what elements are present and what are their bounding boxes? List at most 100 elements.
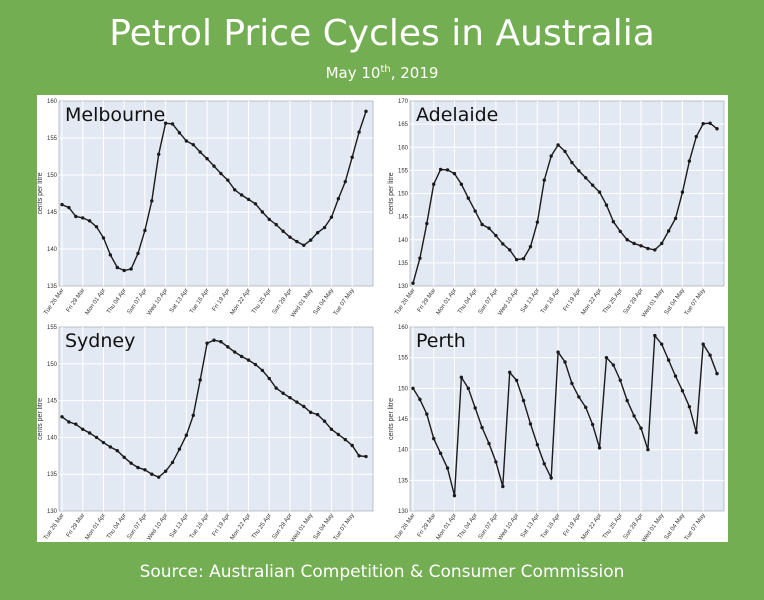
data-point	[205, 341, 209, 345]
data-point	[535, 220, 540, 224]
page-subtitle: May 10th, 2019	[0, 60, 764, 83]
data-point	[549, 154, 553, 158]
x-tick-label: Wed 10 Apr	[497, 288, 520, 317]
data-point	[660, 241, 664, 246]
data-point	[329, 427, 334, 432]
y-tick-label: 140	[47, 247, 58, 253]
x-tick-label: Tue 26 Mar	[43, 513, 65, 541]
y-tick-label: 135	[398, 261, 409, 267]
data-point	[466, 196, 470, 200]
data-point	[281, 391, 285, 395]
data-point	[94, 225, 99, 229]
data-point	[708, 121, 712, 125]
data-point	[708, 353, 712, 357]
data-point	[357, 130, 361, 134]
data-point	[611, 220, 616, 224]
data-point	[452, 493, 457, 498]
data-point	[74, 214, 78, 219]
data-point	[94, 435, 99, 440]
x-tick-label: Wed 10 Apr	[146, 288, 169, 317]
x-tick-label: Tue 16 Apr	[189, 513, 211, 540]
x-tick-label: Wed 01 May	[641, 513, 665, 542]
x-tick-label: Sun 28 Apr	[272, 513, 294, 541]
data-point	[466, 386, 470, 391]
data-point	[219, 171, 223, 176]
data-point	[336, 196, 341, 201]
data-point	[233, 188, 237, 192]
x-tick-label: Fri 29 Mar	[417, 513, 438, 539]
data-point	[480, 222, 484, 227]
x-tick-label: Sat 04 May	[313, 513, 335, 541]
data-point	[701, 342, 705, 346]
data-point	[67, 420, 71, 424]
x-tick-label: Mon 01 Apr	[85, 513, 108, 542]
x-tick-label: Tue 07 May	[684, 513, 707, 542]
data-point	[184, 433, 189, 437]
plot-area	[58, 326, 374, 512]
data-point	[322, 419, 327, 423]
data-point	[556, 143, 560, 147]
y-axis-label: cents per litre	[37, 172, 44, 214]
x-tick-label: Wed 10 Apr	[497, 513, 520, 542]
data-point	[673, 216, 678, 221]
data-point	[309, 238, 313, 242]
data-point	[556, 350, 560, 354]
data-point	[108, 445, 113, 449]
y-axis-label: cents per litre	[37, 398, 44, 440]
x-tick-label: Mon 22 Apr	[581, 513, 604, 542]
data-point	[267, 376, 271, 381]
x-tick-label: Mon 01 Apr	[436, 288, 459, 317]
data-point	[604, 355, 609, 360]
data-point	[246, 358, 251, 362]
data-point	[680, 190, 685, 194]
data-point	[329, 215, 334, 219]
x-tick-label: Mon 01 Apr	[85, 288, 108, 317]
data-point	[563, 149, 567, 154]
y-tick-label: 155	[398, 168, 409, 174]
data-point	[67, 205, 71, 210]
data-point	[639, 244, 643, 248]
y-tick-label: 135	[398, 478, 409, 484]
x-tick-label: Tue 16 Apr	[189, 288, 211, 315]
data-point	[542, 178, 546, 182]
y-tick-label: 135	[47, 472, 58, 478]
x-tick-label: Tue 16 Apr	[540, 288, 562, 315]
data-point	[60, 415, 64, 419]
x-tick-label: Sat 04 May	[664, 288, 686, 316]
data-point	[501, 484, 505, 489]
data-point	[87, 431, 92, 435]
x-tick-label: Thu 04 Apr	[457, 513, 479, 540]
data-point	[129, 461, 133, 465]
data-point	[528, 422, 533, 426]
data-point	[487, 226, 491, 230]
x-tick-label: Fri 29 Mar	[417, 288, 438, 314]
data-point	[322, 225, 327, 230]
data-point	[350, 155, 354, 159]
data-point	[239, 193, 244, 197]
data-point	[315, 412, 320, 417]
x-tick-label: Sun 28 Apr	[623, 288, 645, 316]
x-tick-label: Thu 25 Apr	[251, 288, 273, 315]
y-axis-label: cents per litre	[388, 398, 395, 440]
data-point	[60, 202, 64, 207]
data-point	[115, 265, 119, 270]
x-tick-label: Fri 19 Apr	[563, 513, 583, 538]
x-tick-label: Sat 04 May	[664, 513, 686, 541]
data-point	[302, 404, 306, 409]
y-tick-label: 145	[47, 399, 58, 405]
data-point	[597, 190, 602, 194]
y-tick-label: 155	[47, 136, 58, 142]
data-point	[260, 210, 265, 214]
data-point	[239, 354, 244, 359]
data-point	[274, 386, 278, 390]
x-tick-label: Thu 04 Apr	[106, 288, 128, 315]
data-point	[715, 127, 719, 131]
data-point	[226, 178, 230, 182]
data-point	[281, 229, 285, 233]
x-tick-label: Wed 01 May	[290, 513, 314, 542]
data-point	[302, 243, 306, 247]
y-tick-label: 140	[47, 435, 58, 441]
